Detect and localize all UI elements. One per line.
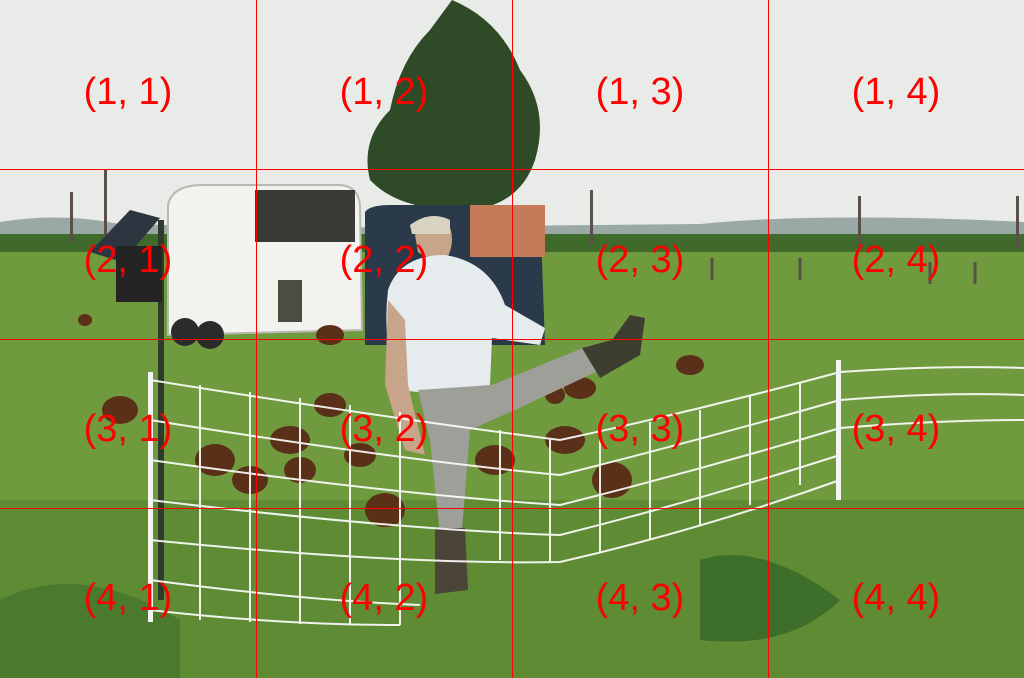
grid-cell-label: (3, 4) (851, 408, 941, 450)
trailer-wheel (196, 321, 224, 349)
electric-fence (149, 366, 1024, 626)
utility-pole (590, 190, 593, 245)
trailer-door (278, 280, 302, 322)
grid-cell-label: (1, 3) (595, 71, 685, 113)
utility-pole (104, 170, 107, 250)
utility-pole (70, 192, 73, 242)
fence-post (836, 360, 841, 500)
grid-line-horizontal (0, 508, 1024, 509)
grid-cell-label: (1, 4) (851, 71, 941, 113)
fence-post (148, 372, 153, 622)
grid-cell-label: (1, 1) (83, 71, 173, 113)
farmer-shirt (386, 255, 545, 392)
weed-patch-left (0, 584, 180, 678)
utility-pole (1016, 196, 1019, 248)
grid-line-horizontal (0, 169, 1024, 170)
grid-line-horizontal (0, 339, 1024, 340)
field-fence (710, 258, 977, 284)
tree-canopy (367, 0, 540, 211)
fence-post (158, 220, 164, 600)
grid-cell-label: (4, 3) (595, 577, 685, 619)
grid-cell-label: (3, 3) (595, 408, 685, 450)
grid-cell-label: (1, 2) (339, 71, 429, 113)
farmer-pants (418, 345, 600, 535)
trailer-opening (255, 190, 355, 242)
grid-cell-label: (2, 1) (83, 239, 173, 281)
weed-patch (700, 555, 840, 642)
grid-cell-label: (2, 4) (851, 239, 941, 281)
farmer-arm (385, 300, 425, 455)
trailer-crate (470, 205, 545, 257)
grid-cell-label: (2, 2) (339, 239, 429, 281)
farmer-cap (410, 216, 450, 234)
grid-cell-label: (2, 3) (595, 239, 685, 281)
utility-pole (858, 196, 861, 246)
grid-cell-label: (4, 4) (851, 577, 941, 619)
grid-cell-label: (3, 1) (83, 408, 173, 450)
grid-cell-label: (4, 2) (339, 577, 429, 619)
grid-cell-label: (4, 1) (83, 577, 173, 619)
farmer-boot (582, 315, 645, 378)
grid-cell-label: (3, 2) (339, 408, 429, 450)
solar-panel (90, 210, 160, 262)
fence-charger-box (116, 246, 162, 302)
